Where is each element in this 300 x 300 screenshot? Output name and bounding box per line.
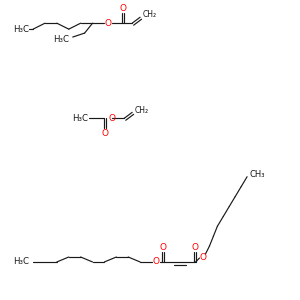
Text: O: O bbox=[159, 243, 167, 252]
Text: O: O bbox=[120, 4, 127, 13]
Text: H₃C: H₃C bbox=[13, 25, 29, 34]
Text: H₃C: H₃C bbox=[73, 114, 88, 123]
Text: CH₂: CH₂ bbox=[135, 106, 149, 115]
Text: O: O bbox=[200, 254, 207, 262]
Text: O: O bbox=[191, 243, 198, 252]
Text: O: O bbox=[102, 129, 109, 138]
Text: CH₂: CH₂ bbox=[143, 10, 157, 19]
Text: H₃C: H₃C bbox=[13, 257, 29, 266]
Text: O: O bbox=[109, 114, 116, 123]
Text: O: O bbox=[152, 257, 159, 266]
Text: CH₃: CH₃ bbox=[249, 170, 265, 179]
Text: O: O bbox=[105, 19, 112, 28]
Text: H₃C: H₃C bbox=[53, 34, 69, 43]
